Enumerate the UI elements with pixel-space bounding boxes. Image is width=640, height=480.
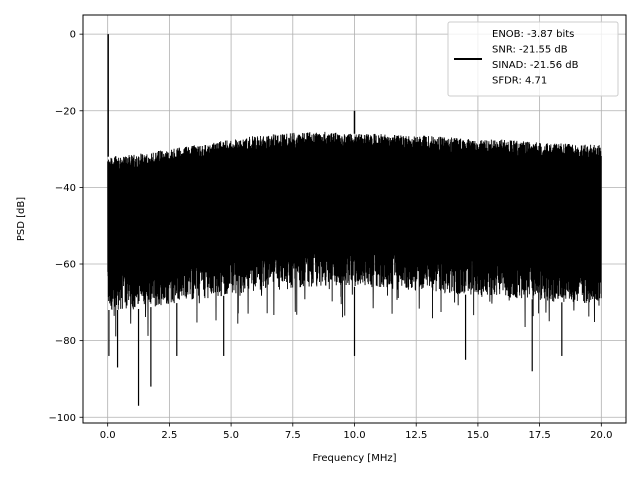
- x-tick-label: 17.5: [528, 430, 550, 441]
- legend-snr: SNR: -21.55 dB: [492, 45, 568, 56]
- legend-box: [447, 21, 619, 97]
- x-tick-label: 20.0: [590, 430, 612, 441]
- legend: ENOB: -3.87 bits SNR: -21.55 dB SINAD: -…: [447, 21, 619, 97]
- y-tick-label: −100: [49, 413, 76, 424]
- axis-ticks: 0.0 2.5 5.0 7.5 10.0 12.5 15.0 17.5 20.0 0 −20 −40 −…: [49, 30, 613, 441]
- x-tick-label: 5.0: [223, 430, 239, 441]
- y-tick-label: −80: [55, 336, 76, 347]
- y-axis-label: PSD [dB]: [16, 197, 27, 241]
- y-tick-label: −40: [55, 183, 76, 194]
- x-tick-label: 7.5: [285, 430, 301, 441]
- legend-sinad: SINAD: -21.56 dB: [492, 60, 579, 71]
- x-tick-label: 10.0: [343, 430, 365, 441]
- legend-sfdr: SFDR: 4.71: [492, 76, 547, 87]
- x-tick-label: 2.5: [161, 430, 177, 441]
- y-tick-label: −20: [55, 106, 76, 117]
- y-tick-label: 0: [70, 30, 76, 41]
- psd-trace-group: [107, 34, 602, 406]
- x-tick-label: 15.0: [467, 430, 489, 441]
- x-tick-label: 0.0: [100, 430, 116, 441]
- plot-area: [107, 34, 602, 406]
- x-tick-label: 12.5: [405, 430, 427, 441]
- legend-enob: ENOB: -3.87 bits: [492, 29, 574, 40]
- x-axis-label: Frequency [MHz]: [312, 453, 396, 464]
- psd-noise-trace: [107, 131, 602, 337]
- y-tick-label: −60: [55, 260, 76, 271]
